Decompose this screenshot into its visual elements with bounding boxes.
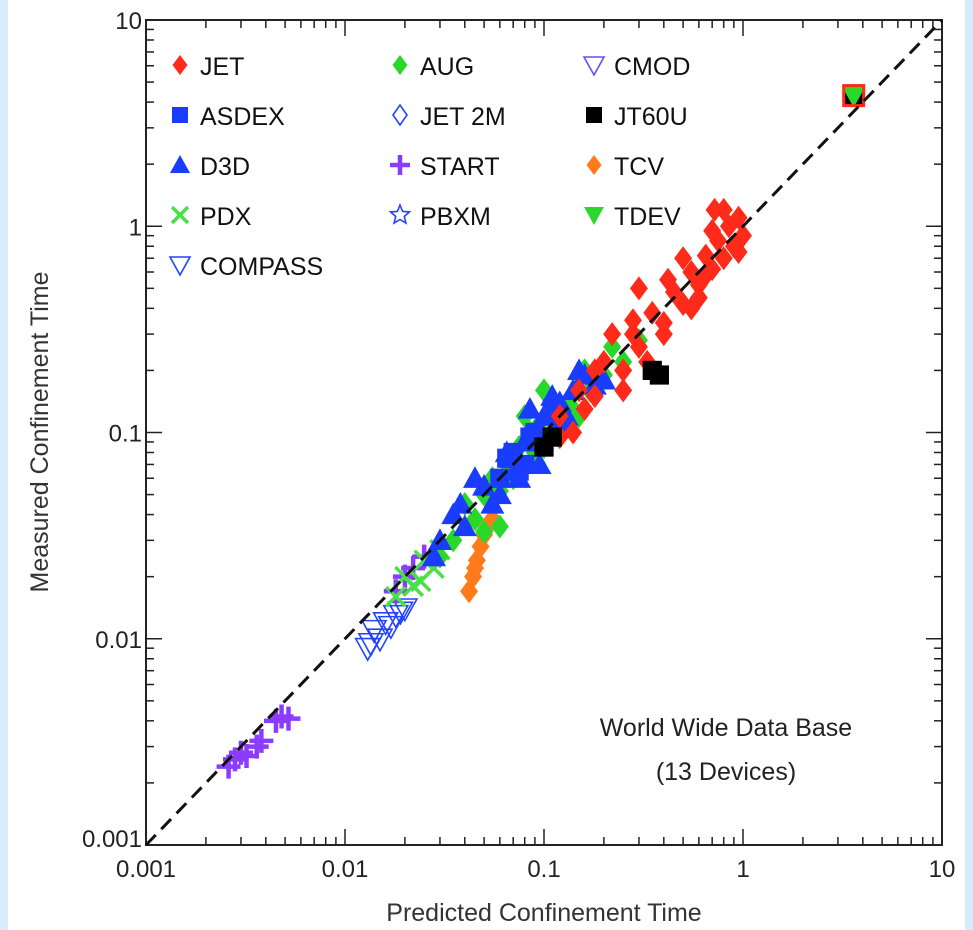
- legend-marker-jt60u: [586, 107, 602, 123]
- data-point-jet: [629, 334, 648, 359]
- data-point-d3d: [517, 396, 542, 419]
- data-point-asdex: [509, 461, 529, 481]
- chart-frame: 0.001 0.01 0.1 1 10 0.001 0.01 0.1 1 10 JET ASDEX D…: [8, 0, 965, 930]
- data-point-jet: [705, 197, 724, 222]
- legend-label-compass: COMPASS: [200, 253, 323, 281]
- legend-marker-jet-2m: [392, 103, 408, 127]
- axis-ticks: [145, 20, 942, 846]
- y-tick-label: 0.1: [109, 421, 142, 448]
- data-point-compass: [357, 632, 385, 657]
- legend-marker-pbxm: [388, 202, 412, 225]
- data-point-d3d: [567, 358, 592, 381]
- data-point-start: [276, 706, 301, 731]
- data-point-compass: [391, 598, 419, 623]
- annotation-line-2: (13 Devices): [656, 758, 796, 786]
- x-tick-label: 10: [929, 856, 956, 883]
- data-point-jet: [614, 378, 633, 403]
- data-point-tcv: [465, 556, 484, 581]
- data-point-jet: [729, 240, 748, 265]
- data-point-jet: [603, 322, 622, 347]
- legend-label-cmod: CMOD: [614, 53, 690, 81]
- legend-label-jet-2m: JET 2M: [420, 103, 506, 131]
- x-axis-title: Predicted Confinement Time: [386, 899, 701, 927]
- data-point-jt60u: [542, 427, 562, 447]
- data-point-d3d: [591, 367, 616, 390]
- data-point-tdev: [841, 85, 866, 108]
- legend-marker-start: [390, 155, 410, 175]
- data-point-pdx: [409, 570, 432, 593]
- highlighted-point-box: [842, 84, 866, 108]
- legend-marker-aug: [392, 55, 408, 75]
- data-point-d3d: [480, 492, 505, 514]
- legend-label-asdex: ASDEX: [200, 103, 285, 131]
- data-point-jet: [564, 420, 583, 445]
- data-point-aug: [475, 519, 494, 544]
- data-point-jet: [623, 308, 642, 333]
- y-tick-label: 10: [115, 8, 142, 35]
- y-tick-label: 0.01: [95, 627, 142, 654]
- legend-marker-cmod: [582, 56, 606, 77]
- x-tick-label: 0.01: [322, 856, 369, 883]
- y-tick-label: 0.001: [82, 826, 142, 853]
- data-point-jet: [714, 197, 733, 222]
- legend: JET ASDEX D3D PDX COMPASS AUG JET 2M START PBXM C…: [168, 53, 690, 281]
- x-tick-label: 0.1: [527, 856, 560, 883]
- annotation-line-1: World Wide Data Base: [600, 714, 852, 742]
- legend-label-jet: JET: [200, 53, 244, 81]
- data-point-compass: [360, 619, 388, 644]
- data-point-jet: [682, 296, 701, 321]
- data-point-start: [383, 579, 408, 604]
- legend-marker-jet: [172, 55, 188, 75]
- data-point-d3d: [462, 466, 487, 488]
- legend-marker-asdex: [172, 107, 188, 123]
- legend-label-pbxm: PBXM: [420, 203, 491, 231]
- x-tick-label: 1: [736, 856, 749, 883]
- legend-label-tcv: TCV: [614, 153, 664, 181]
- data-point-jet: [703, 218, 722, 243]
- data-point-start: [249, 728, 274, 753]
- data-point-d3d: [448, 492, 473, 514]
- data-point-aug: [490, 514, 509, 539]
- legend-label-start: START: [420, 153, 500, 181]
- data-point-compass: [372, 612, 399, 637]
- data-point-aug: [603, 334, 622, 359]
- reference-line: [144, 18, 944, 847]
- axis-tick-labels: 0.001 0.01 0.1 1 10 0.001 0.01 0.1 1 10: [82, 8, 955, 883]
- legend-label-d3d: D3D: [200, 153, 250, 181]
- legend-label-jt60u: JT60U: [614, 103, 688, 131]
- x-tick-label: 0.001: [116, 856, 176, 883]
- data-point-jet: [674, 246, 693, 271]
- y-axis-title: Measured Confinement Time: [26, 272, 54, 593]
- legend-label-pdx: PDX: [200, 203, 252, 231]
- data-point-jet: [643, 300, 662, 325]
- data-point-jet: [654, 322, 673, 347]
- data-point-d3d: [421, 544, 446, 567]
- data-point-jet: [629, 276, 648, 301]
- data-point-compass: [366, 628, 394, 653]
- legend-marker-tcv: [586, 155, 602, 175]
- data-point-jet: [659, 267, 678, 292]
- data-point-jet: [575, 396, 594, 421]
- data-point-compass: [377, 615, 405, 640]
- data-point-pdx: [384, 585, 407, 608]
- data-point-jet: [614, 358, 633, 383]
- data-point-jet: [585, 384, 604, 409]
- legend-label-aug: AUG: [420, 53, 474, 81]
- legend-marker-tdev: [584, 207, 604, 225]
- data-point-d3d: [452, 514, 477, 537]
- legend-marker-pdx: [170, 205, 190, 225]
- data-point-jt60u: [649, 365, 669, 385]
- legend-label-tdev: TDEV: [614, 203, 681, 231]
- y-tick-label: 1: [129, 214, 142, 241]
- scatter-chart: 0.001 0.01 0.1 1 10 0.001 0.01 0.1 1 10 JET ASDEX D…: [26, 8, 955, 927]
- data-point-jet: [729, 205, 748, 230]
- legend-marker-d3d: [170, 155, 190, 173]
- data-point-jet: [570, 378, 589, 403]
- legend-marker-compass: [168, 256, 192, 277]
